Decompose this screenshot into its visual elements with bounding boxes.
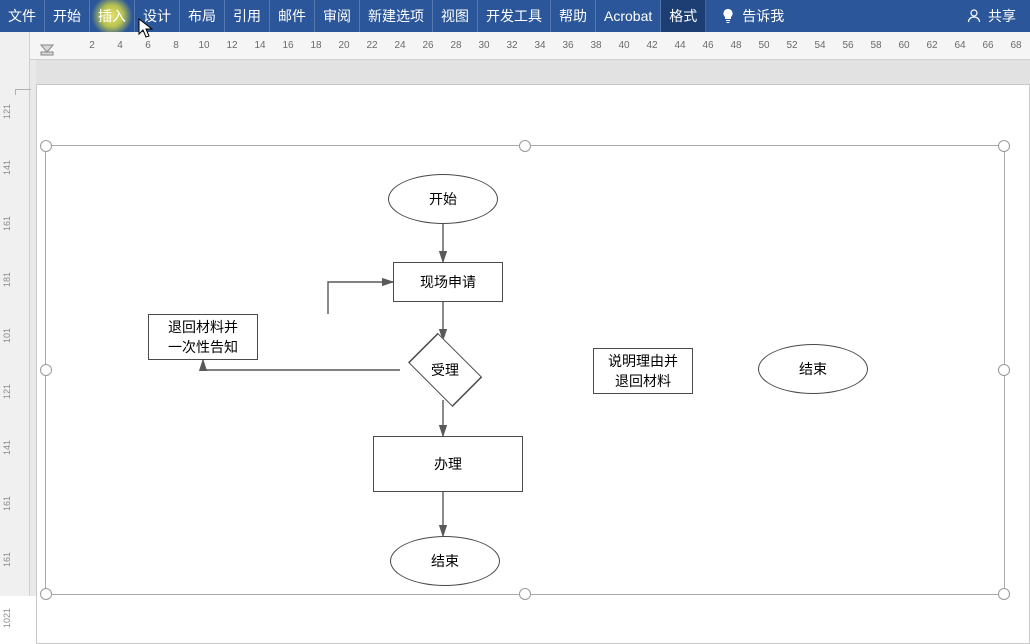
ruler-v-label: 181 [2,272,12,287]
flowchart-node-accept[interactable]: 受理 [400,340,490,400]
tab-home[interactable]: 开始 [45,0,90,32]
doc-gap [36,60,1030,84]
tab-mail[interactable]: 邮件 [270,0,315,32]
ruler-v-label: 121 [2,104,12,119]
flowchart-node-end2[interactable]: 结束 [758,344,868,394]
indent-marker-icon[interactable] [40,44,54,59]
tab-layout[interactable]: 布局 [180,0,225,32]
ruler-v-label: 141 [2,440,12,455]
ribbon-spacer [798,0,952,32]
share-button[interactable]: 共享 [952,0,1030,32]
tell-me-label: 告诉我 [742,6,784,26]
drawing-canvas[interactable]: 开始现场申请退回材料并 一次性告知受理说明理由并 退回材料结束办理结束 [45,145,1005,595]
share-label: 共享 [988,6,1016,26]
ruler-v-label: 1021 [2,608,12,628]
selection-handle[interactable] [998,364,1010,376]
person-icon [966,8,982,24]
tab-insert[interactable]: 插入 [90,0,135,32]
page[interactable]: 开始现场申请退回材料并 一次性告知受理说明理由并 退回材料结束办理结束 [36,84,1030,644]
flowchart-connector[interactable] [328,282,393,314]
selection-handle[interactable] [40,588,52,600]
tab-view[interactable]: 视图 [433,0,478,32]
document-area: 开始现场申请退回材料并 一次性告知受理说明理由并 退回材料结束办理结束 [30,60,1030,596]
ribbon: 文件 开始 插入 设计 布局 引用 邮件 审阅 新建选项 视图 开发工具 帮助 … [0,0,1030,32]
tab-help[interactable]: 帮助 [551,0,596,32]
tab-review[interactable]: 审阅 [315,0,360,32]
ruler-vertical[interactable]: 1211411611811011211411611611021 [0,32,30,596]
page-corner-mark-icon [15,89,31,95]
tab-new-option[interactable]: 新建选项 [360,0,433,32]
selection-handle[interactable] [40,364,52,376]
selection-handle[interactable] [998,140,1010,152]
tab-design[interactable]: 设计 [135,0,180,32]
flowchart-connector[interactable] [203,360,400,370]
flowchart-node-apply[interactable]: 现场申请 [393,262,503,302]
ruler-v-label: 121 [2,384,12,399]
lightbulb-icon [720,8,736,24]
tab-developer[interactable]: 开发工具 [478,0,551,32]
ruler-v-label: 161 [2,552,12,567]
tab-format[interactable]: 格式 [661,0,706,32]
tab-file[interactable]: 文件 [0,0,45,32]
selection-handle[interactable] [40,140,52,152]
flowchart-node-label: 受理 [400,340,490,400]
ruler-h-ticks: 2468101214161820222426283032343638404244… [70,32,1030,60]
tab-references[interactable]: 引用 [225,0,270,32]
ruler-v-label: 161 [2,216,12,231]
flowchart-node-explain[interactable]: 说明理由并 退回材料 [593,348,693,394]
tab-acrobat[interactable]: Acrobat [596,0,661,32]
selection-handle[interactable] [998,588,1010,600]
flowchart-node-start[interactable]: 开始 [388,174,498,224]
tell-me[interactable]: 告诉我 [706,0,798,32]
flowchart-node-return[interactable]: 退回材料并 一次性告知 [148,314,258,360]
ruler-v-label: 101 [2,328,12,343]
ruler-v-label: 141 [2,160,12,175]
selection-handle[interactable] [519,588,531,600]
selection-handle[interactable] [519,140,531,152]
flowchart-node-handle[interactable]: 办理 [373,436,523,492]
ruler-horizontal[interactable]: 2468101214161820222426283032343638404244… [30,32,1030,60]
ruler-v-label: 161 [2,496,12,511]
flowchart-node-end[interactable]: 结束 [390,536,500,586]
